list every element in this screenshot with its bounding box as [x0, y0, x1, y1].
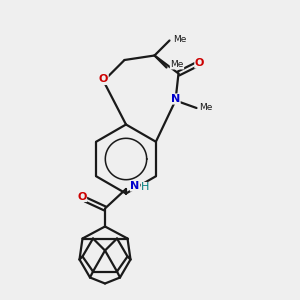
Text: N: N — [171, 94, 180, 104]
Text: Me: Me — [173, 35, 187, 44]
Text: Me: Me — [170, 60, 184, 69]
Text: Me: Me — [200, 103, 213, 112]
Text: O: O — [195, 58, 204, 68]
Text: O: O — [77, 191, 87, 202]
Text: N: N — [130, 181, 140, 191]
Text: H: H — [141, 182, 150, 193]
Text: O: O — [99, 74, 108, 85]
